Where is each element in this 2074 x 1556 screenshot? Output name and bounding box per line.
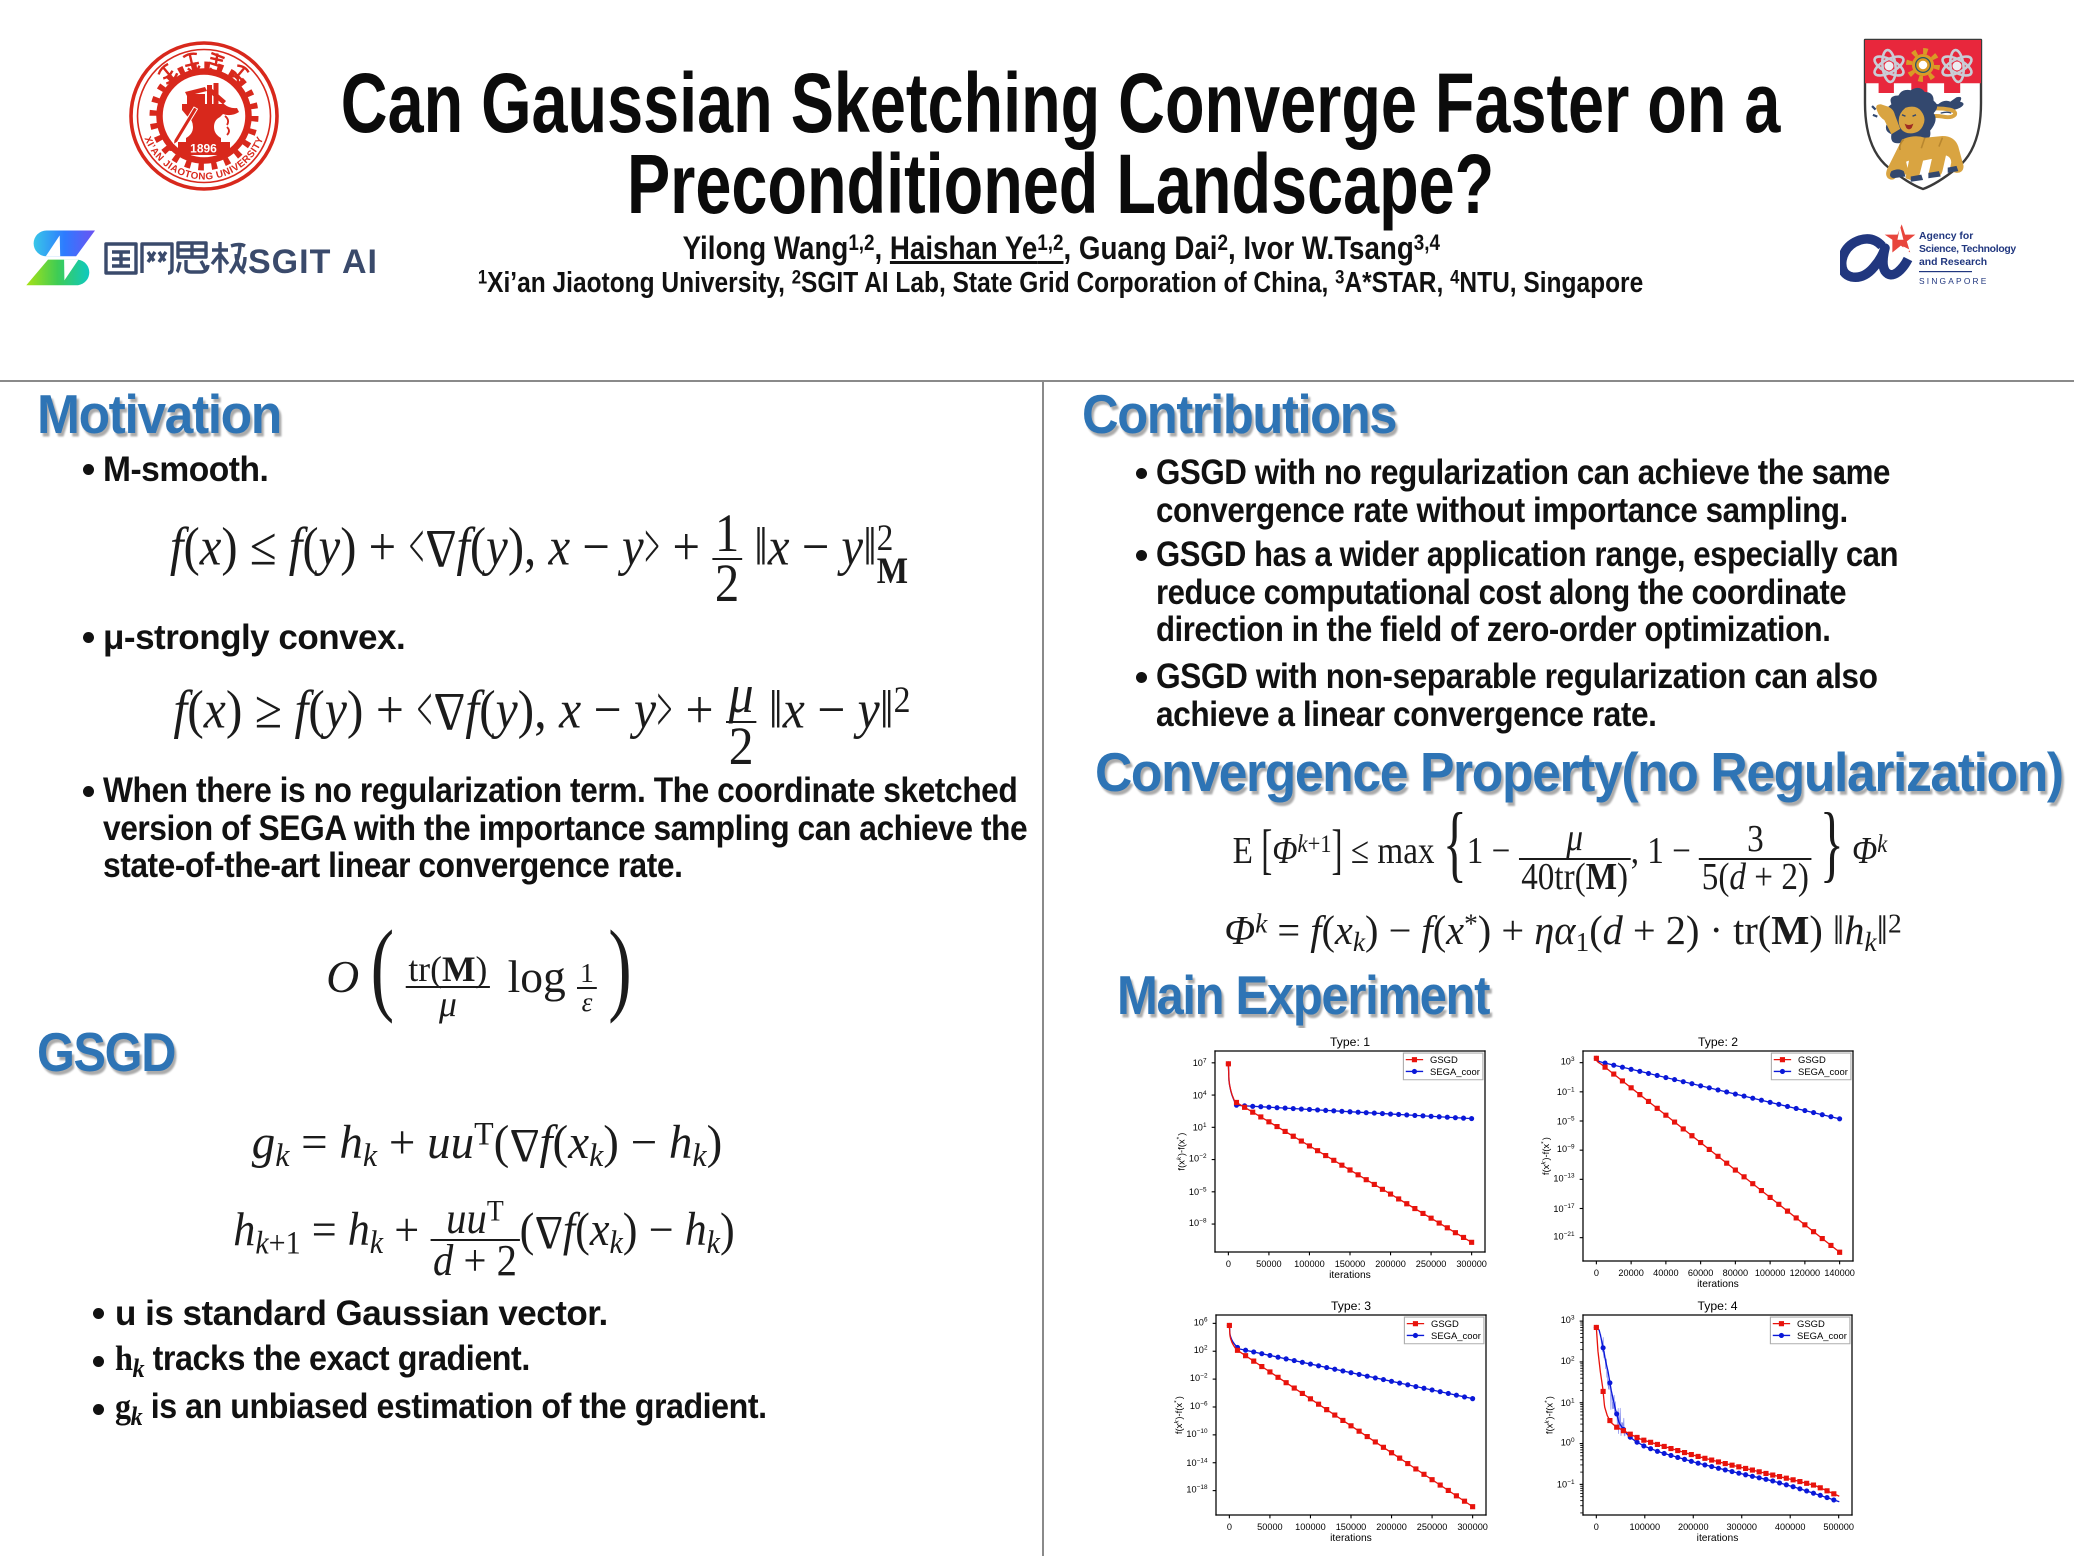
svg-text:60000: 60000 <box>1688 1268 1713 1278</box>
svg-text:SGIT: SGIT <box>248 243 331 281</box>
svg-text:f ( x ): f ( x ) - f ( x ) k * <box>1525 1131 1554 1175</box>
svg-text:GSGD: GSGD <box>1798 1055 1826 1066</box>
svg-text:f ( x ): f ( x ) - f ( x ) k * <box>1161 1126 1190 1170</box>
svg-text:SEGA_coor: SEGA_coor <box>1431 1331 1481 1342</box>
svg-text:1 0 2: 1 0 2 <box>1194 1333 1210 1358</box>
svg-text:100000: 100000 <box>1294 1259 1325 1269</box>
svg-text:Type: 4: Type: 4 <box>1697 1299 1737 1313</box>
svg-text:500000: 500000 <box>1823 1522 1854 1532</box>
svg-text:200000: 200000 <box>1678 1522 1709 1532</box>
svg-text:Type: 3: Type: 3 <box>1331 1299 1371 1313</box>
svg-text:1 0 1: 1 0 1 <box>1193 1111 1209 1136</box>
svg-text:1 0 −: 1 0 − 1 <box>1557 1464 1577 1493</box>
svg-text:120000: 120000 <box>1790 1268 1821 1278</box>
svg-text:iterations: iterations <box>1697 1279 1739 1290</box>
svg-text:0: 0 <box>1226 1259 1231 1269</box>
svg-text:1 0 3: 1 0 3 <box>1561 1045 1577 1070</box>
svg-text:GSGD: GSGD <box>1431 1319 1459 1330</box>
svg-text:140000: 140000 <box>1824 1268 1855 1278</box>
svg-text:80000: 80000 <box>1723 1268 1748 1278</box>
svg-text:1 0 −: 1 0 − 1 <box>1557 1072 1577 1101</box>
svg-text:400000: 400000 <box>1775 1522 1806 1532</box>
svg-text:100000: 100000 <box>1755 1268 1786 1278</box>
svg-text:Type: 2: Type: 2 <box>1698 1035 1738 1049</box>
svg-text:Agency for: Agency for <box>1919 231 1973 242</box>
svg-text:and Research: and Research <box>1919 257 1987 268</box>
svg-text:1 0 −: 1 0 − 2 1 <box>1553 1216 1577 1245</box>
svg-text:1 0 0: 1 0 0 <box>1561 1426 1577 1451</box>
svg-text:1896: 1896 <box>190 142 217 156</box>
svg-text:0: 0 <box>1227 1522 1232 1532</box>
svg-text:1 0 2: 1 0 2 <box>1561 1344 1577 1369</box>
svg-text:0: 0 <box>1594 1522 1599 1532</box>
svg-text:AI: AI <box>342 243 378 281</box>
svg-text:1 0 −: 1 0 − 5 <box>1189 1171 1209 1200</box>
svg-text:f ( x ): f ( x ) - f ( x ) k * <box>1529 1390 1558 1434</box>
svg-text:100000: 100000 <box>1295 1522 1326 1532</box>
svg-text:20000: 20000 <box>1618 1268 1643 1278</box>
svg-text:SEGA_coor: SEGA_coor <box>1797 1331 1847 1342</box>
svg-text:1 0 4: 1 0 4 <box>1193 1078 1209 1103</box>
svg-text:1 0 −: 1 0 − 6 <box>1190 1385 1210 1414</box>
svg-text:GSGD: GSGD <box>1797 1319 1825 1330</box>
svg-text:100000: 100000 <box>1630 1522 1661 1532</box>
svg-text:1 0 −: 1 0 − 2 <box>1190 1357 1210 1386</box>
svg-text:50000: 50000 <box>1256 1259 1281 1269</box>
svg-text:SEGA_coor: SEGA_coor <box>1798 1067 1848 1078</box>
svg-text:50000: 50000 <box>1257 1522 1282 1532</box>
svg-text:GSGD: GSGD <box>1430 1055 1458 1066</box>
svg-text:250000: 250000 <box>1417 1522 1448 1532</box>
svg-text:1 0 −: 1 0 − 1 8 <box>1186 1469 1210 1498</box>
svg-text:200000: 200000 <box>1375 1259 1406 1269</box>
svg-text:1 0 −: 1 0 − 2 <box>1189 1138 1209 1167</box>
svg-text:iterations: iterations <box>1697 1533 1739 1544</box>
svg-text:iterations: iterations <box>1330 1533 1372 1544</box>
svg-text:300000: 300000 <box>1456 1259 1487 1269</box>
svg-text:150000: 150000 <box>1335 1259 1366 1269</box>
svg-text:1 0 −: 1 0 − 1 3 <box>1553 1158 1577 1187</box>
svg-text:f ( x ): f ( x ) - f ( x ) k * <box>1158 1390 1187 1434</box>
svg-text:1 0 −: 1 0 − 1 4 <box>1186 1442 1210 1471</box>
svg-text:Type: 1: Type: 1 <box>1330 1035 1370 1049</box>
svg-text:iterations: iterations <box>1329 1270 1371 1281</box>
svg-text:1 0 1: 1 0 1 <box>1561 1386 1577 1411</box>
svg-text:300000: 300000 <box>1726 1522 1757 1532</box>
svg-text:200000: 200000 <box>1376 1522 1407 1532</box>
svg-text:1 0 7: 1 0 7 <box>1193 1046 1209 1071</box>
svg-text:300000: 300000 <box>1457 1522 1488 1532</box>
svg-text:1 0 −: 1 0 − 1 7 <box>1553 1188 1577 1217</box>
svg-text:250000: 250000 <box>1416 1259 1447 1269</box>
svg-text:1 0 3: 1 0 3 <box>1561 1303 1577 1328</box>
svg-text:SEGA_coor: SEGA_coor <box>1430 1067 1480 1078</box>
svg-text:1 0 −: 1 0 − 8 <box>1189 1202 1209 1231</box>
svg-text:SINGAPORE: SINGAPORE <box>1919 276 1989 286</box>
svg-text:150000: 150000 <box>1336 1522 1367 1532</box>
svg-text:0: 0 <box>1594 1268 1599 1278</box>
svg-text:1 0 6: 1 0 6 <box>1194 1305 1210 1330</box>
svg-text:1 0 −: 1 0 − 5 <box>1557 1101 1577 1130</box>
svg-text:1 0 −: 1 0 − 1 0 <box>1186 1413 1210 1442</box>
svg-text:Science, Technology: Science, Technology <box>1919 244 2016 255</box>
svg-text:1 0 −: 1 0 − 9 <box>1557 1129 1577 1158</box>
svg-text:40000: 40000 <box>1653 1268 1678 1278</box>
